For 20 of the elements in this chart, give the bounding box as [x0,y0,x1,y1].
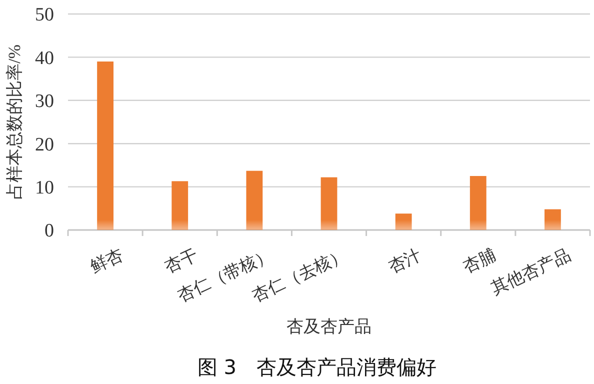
x-axis-title: 杏及杏产品 [286,317,372,336]
y-tick-label: 10 [35,177,54,198]
bar [395,214,412,230]
bar [544,209,561,230]
y-tick-label: 0 [44,220,54,242]
x-tick-label: 杏汁 [385,245,424,277]
x-tick-label: 鲜杏 [87,245,126,277]
x-tick-label: 杏干 [162,245,201,277]
y-tick-label: 50 [35,4,54,26]
bar [246,170,263,230]
bar [97,62,114,230]
y-tick-label: 20 [35,134,54,156]
bar [320,177,338,230]
y-axis-title: 占样本总数的比率/% [5,44,24,200]
bar [470,176,486,230]
y-tick-label: 30 [35,91,54,112]
bar [172,181,188,230]
x-tick-label: 杏脯 [460,245,499,277]
text: 图 3 杏及杏产品消费偏好 [197,355,437,379]
y-tick-label: 40 [35,48,54,69]
